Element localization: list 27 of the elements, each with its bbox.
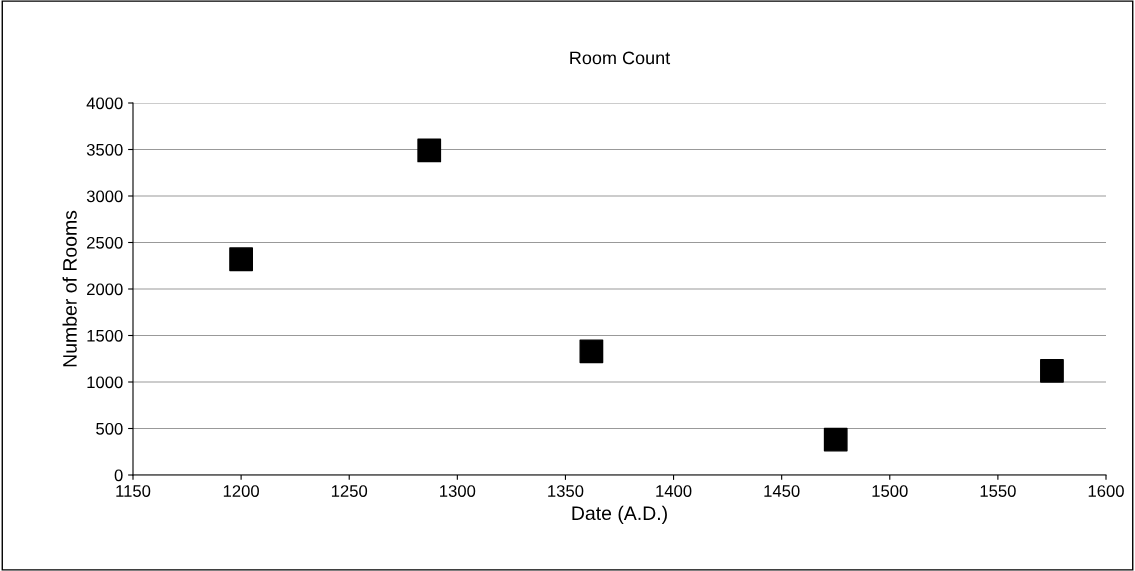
y-tick-label: 2000 xyxy=(87,283,123,296)
point xyxy=(417,138,442,163)
x-tick-label: 1200 xyxy=(223,485,259,497)
x-tick-label: 1150 xyxy=(116,485,151,497)
x-tick-label: 1400 xyxy=(656,485,692,497)
chart-title: Room Count xyxy=(570,51,671,65)
point xyxy=(1040,358,1064,383)
y-tick-label: 4000 xyxy=(86,97,123,110)
x-tick-label: 1250 xyxy=(331,485,368,497)
point xyxy=(579,339,604,364)
x-tick-label: 1450 xyxy=(764,485,800,497)
y-tick-label: 1000 xyxy=(87,376,123,389)
x-tick-label: 1600 xyxy=(1088,485,1124,497)
y-tick-label: 500 xyxy=(96,422,123,435)
x-tick-label: 1550 xyxy=(980,485,1016,497)
y-tick-label: 2500 xyxy=(87,236,123,249)
x-tick-label: 1500 xyxy=(872,485,908,497)
y-tick-label: 3500 xyxy=(86,143,123,156)
y-tick-label: 0 xyxy=(114,469,123,482)
point xyxy=(823,427,848,452)
point xyxy=(229,247,254,272)
x-tick-label: 1350 xyxy=(548,485,584,497)
x-tick-label: 1300 xyxy=(440,485,476,497)
y-axis-title: Number of Rooms xyxy=(62,210,77,367)
y-tick-label: 1500 xyxy=(87,329,123,342)
y-tick-label: 3000 xyxy=(86,190,123,203)
x-axis-title: Date (A.D.) xyxy=(572,505,667,524)
